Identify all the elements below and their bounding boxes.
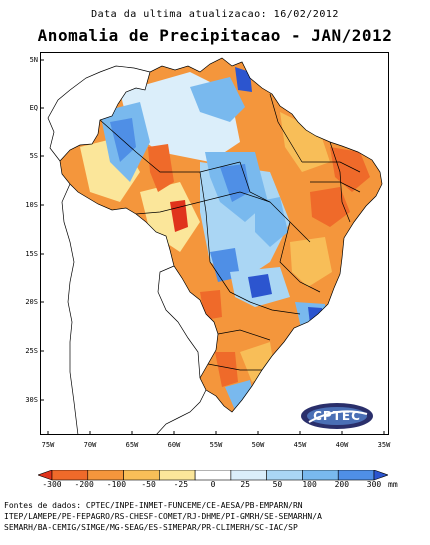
legend-arrow-left: [38, 470, 53, 481]
legend-unit: mm: [388, 480, 398, 489]
sources-line-2: ITEP/LAMEPE/PE-FEPAGRO/RS-CHESF-COMET/RJ…: [4, 512, 322, 521]
lon-label-60w: 60W: [167, 441, 181, 449]
legend-tick-label: -100: [106, 480, 127, 489]
lat-label-30s: 30S: [25, 396, 38, 404]
lat-label-25s: 25S: [25, 347, 38, 355]
legend-tick-label: 200: [334, 480, 350, 489]
lon-label-70w: 70W: [83, 441, 97, 449]
legend-box: [87, 470, 124, 481]
lon-label-45w: 45W: [293, 441, 307, 449]
legend-colorbar: [38, 470, 388, 481]
lon-label-35w: 35W: [377, 441, 391, 449]
lon-label-55w: 55W: [209, 441, 223, 449]
legend-boxes: [51, 470, 375, 481]
legend-box: [230, 470, 267, 481]
legend-box: [51, 470, 89, 481]
cptec-logo-label: CPTEC: [313, 409, 361, 423]
lat-label-10s: 10S: [25, 201, 38, 209]
lon-label-50w: 50W: [251, 441, 265, 449]
sources-line-1: Fontes de dados: CPTEC/INPE-INMET-FUNCEM…: [4, 501, 303, 510]
legend-tick-label: 100: [302, 480, 317, 489]
legend-box: [194, 470, 232, 481]
legend-tick-label: -200: [74, 480, 94, 489]
legend-arrow-right: [373, 470, 388, 481]
legend-tick-label: -25: [173, 480, 189, 489]
legend-tick-label: -50: [141, 480, 156, 489]
legend-tick-label: 0: [210, 480, 216, 489]
legend-box: [337, 470, 375, 481]
legend-box: [123, 470, 160, 481]
precipitation-anomaly-map: [40, 52, 389, 435]
legend-tick-label: 50: [272, 480, 283, 489]
lon-label-75w: 75W: [41, 441, 55, 449]
lat-label-5n: 5N: [29, 56, 38, 64]
cptec-logo: [301, 403, 373, 429]
legend-box: [159, 470, 196, 481]
data-sources: Fontes de dados: CPTEC/INPE-INMET-FUNCEM…: [4, 500, 430, 533]
map-title: Anomalia de Precipitacao - JAN/2012: [37, 26, 393, 45]
lat-label-20s: 20S: [25, 298, 38, 306]
lon-label-40w: 40W: [335, 441, 349, 449]
legend-box: [266, 470, 303, 481]
legend-tick-label: -300: [42, 480, 62, 489]
lon-label-65w: 65W: [125, 441, 139, 449]
update-date-text: Data da ultima atualizacao: 16/02/2012: [91, 9, 339, 20]
boundaries: [47, 57, 383, 435]
legend-tick-label: 25: [240, 480, 250, 489]
lat-label-eq: EQ: [29, 104, 38, 112]
legend-box: [302, 470, 339, 481]
axis-ticks: [40, 59, 385, 435]
legend-tick-label: 300: [366, 480, 382, 489]
lat-label-5s: 5S: [29, 152, 38, 160]
sources-line-3: SEMARH/BA-CEMIG/SIMGE/MG-SEAG/ES-SIMEPAR…: [4, 523, 298, 532]
lat-label-15s: 15S: [25, 250, 38, 258]
